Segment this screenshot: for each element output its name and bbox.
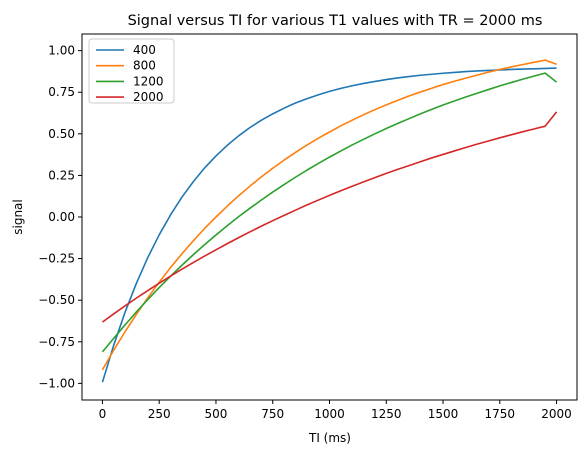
x-tick-label: 250 [148,407,171,421]
series-layer [101,59,558,383]
legend-label-400: 400 [133,43,156,57]
x-tick-label: 1500 [428,407,459,421]
y-tick-label: −0.50 [38,293,75,307]
y-tick-label: −1.00 [38,376,75,390]
x-tick-label: 1750 [485,407,516,421]
y-tick-label: 0.25 [48,168,75,182]
x-tick-label: 1250 [371,407,402,421]
x-tick-label: 0 [99,407,107,421]
legend-box [88,38,175,104]
y-tick-label: −0.25 [38,252,75,266]
legend-label-1200: 1200 [133,74,164,88]
x-tick-label: 500 [205,407,228,421]
y-tick-label: −0.75 [38,335,75,349]
y-tick-label: 0.00 [48,210,75,224]
x-tick-label: 750 [261,407,284,421]
series-line-2000 [101,111,558,323]
chart-title: Signal versus TI for various T1 values w… [128,13,543,29]
y-axis: −1.00 −0.75 −0.50 −0.25 0.00 0.25 0.50 0.75 1.00 [38,44,82,390]
series-line-1200 [101,72,558,353]
y-tick-label: 0.50 [48,127,75,141]
legend-label-800: 800 [133,59,156,73]
series-line-400 [101,67,557,383]
x-tick-label: 1000 [314,407,345,421]
x-axis: 0 250 500 750 1000 1250 1500 1750 2000 [99,400,572,421]
x-axis-label: TI (ms) [308,431,351,445]
y-axis-label: signal [11,199,25,235]
y-tick-label: 1.00 [48,44,75,58]
legend-label-2000: 2000 [133,90,164,104]
y-tick-label: 0.75 [48,85,75,99]
x-tick-label: 2000 [541,407,572,421]
series-line-800 [101,59,557,371]
